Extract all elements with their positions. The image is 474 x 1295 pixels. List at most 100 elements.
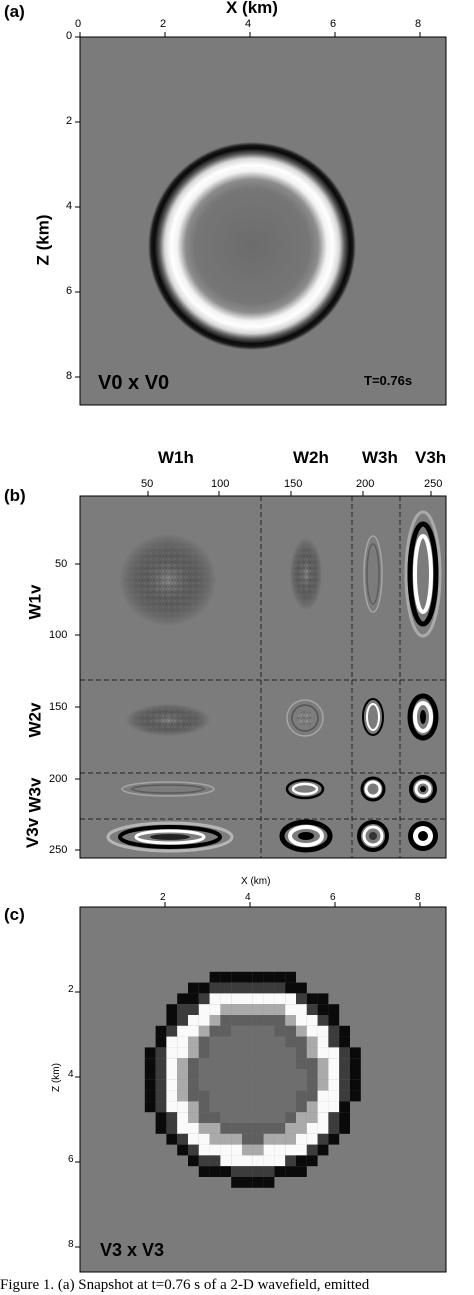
panel-c-pixel <box>209 1133 221 1145</box>
panel-b-x-tick: 150 <box>284 478 303 490</box>
panel-c-pixel <box>317 1025 329 1037</box>
panel-c-pixel <box>252 993 264 1005</box>
panel-b-col-header-v3h: V3h <box>415 448 447 467</box>
panel-c-z-tick: 4 <box>68 1069 74 1080</box>
panel-c-pixel <box>188 1112 199 1123</box>
panel-c-pixel <box>274 993 286 1005</box>
panel-b-col-header-w3h: W3h <box>362 448 398 467</box>
panel-c-pixel <box>155 1025 167 1037</box>
panel-c-pixel <box>296 1101 307 1113</box>
panel-c-pixel <box>306 1101 318 1113</box>
panel-c-pixel <box>177 1123 188 1134</box>
panel-c-pixel <box>198 1025 210 1037</box>
panel-c-pixel <box>306 1155 318 1167</box>
panel-c-pixel <box>231 1166 242 1177</box>
panel-c-pixel <box>285 1079 296 1091</box>
panel-c-pixel <box>231 1090 242 1102</box>
panel-c-pixel <box>209 1047 221 1059</box>
panel-c-pixel <box>296 1069 307 1080</box>
panel-c-pixel <box>263 1004 275 1015</box>
panel-c-pixel <box>274 1101 286 1113</box>
panel-c-pixel <box>155 1047 167 1059</box>
panel-c-pixel <box>209 1036 221 1048</box>
panel-c-pixel <box>166 1090 178 1102</box>
panel-c-pixel <box>296 1015 307 1026</box>
panel-c-pixel <box>209 1112 221 1123</box>
panel-c-pixel <box>166 1069 178 1080</box>
panel-c-pixel <box>263 1025 275 1037</box>
panel-c-pixel <box>220 1123 232 1134</box>
panel-c-pixel <box>231 1155 242 1167</box>
panel-c-pixel <box>166 1112 178 1123</box>
panel-c-pixel <box>242 1090 253 1102</box>
panel-c-pixel <box>166 1058 178 1069</box>
panel-c-pixel <box>328 1123 340 1134</box>
panel-a-x-tick: 6 <box>330 18 337 30</box>
panel-c-pixel <box>339 1025 350 1037</box>
panel-c-pixel <box>306 1123 318 1134</box>
panel-b-col-header-w1h: W1h <box>158 448 194 467</box>
panel-c-pixel <box>231 1069 242 1080</box>
panel-a-z-tick: 6 <box>66 285 73 297</box>
panel-c-pixel <box>317 1123 329 1134</box>
panel-c-pixel <box>209 1090 221 1102</box>
panel-c-pixel <box>274 1166 286 1177</box>
panel-c-pixel <box>274 1090 286 1102</box>
panel-c-pixel <box>263 971 275 983</box>
panel-c-pixel <box>220 1079 232 1091</box>
panel-c-pixel <box>231 1144 242 1156</box>
panel-c-pixel <box>198 1004 210 1015</box>
panel-c-pixel <box>155 1123 167 1134</box>
panel-c-pixel <box>339 1069 350 1080</box>
panel-c-pixel <box>328 1090 340 1102</box>
panel-c-pixel <box>274 1112 286 1123</box>
panel-c-pixel <box>317 1133 329 1145</box>
panel-c-pixel <box>144 1090 156 1102</box>
panel-c-pixel <box>339 1090 350 1102</box>
panel-c-pixel <box>220 1133 232 1145</box>
panel-c-pixel <box>285 1025 296 1037</box>
panel-c-pixel <box>198 1079 210 1091</box>
panel-c-pixel <box>285 1058 296 1069</box>
panel-c-pixel <box>188 982 199 994</box>
panel-c-pixel <box>188 1047 199 1059</box>
panel-c-pixel <box>350 1058 361 1069</box>
panel-c-pixel <box>328 1004 340 1015</box>
panel-c-pixel <box>231 1177 242 1188</box>
panel-c-pixel <box>296 1166 307 1177</box>
panel-c-pixel <box>252 1036 264 1048</box>
panel-c-pixel <box>155 1036 167 1048</box>
panel-c-pixel <box>209 982 221 994</box>
panel-a-wavefront-ring <box>148 142 356 350</box>
panel-c-pixel <box>220 1047 232 1059</box>
panel-c-pixel <box>144 1101 156 1113</box>
panel-c-pixel <box>166 1101 178 1113</box>
panel-b-y-tick: 250 <box>49 844 68 856</box>
panel-c-pixel <box>252 1069 264 1080</box>
panel-c-pixel <box>177 993 188 1005</box>
panel-c-pixel <box>252 1004 264 1015</box>
panel-c-pixel <box>231 1112 242 1123</box>
panel-c-pixel <box>177 1133 188 1145</box>
panel-c-pixel <box>209 1123 221 1134</box>
panel-c-pixel <box>263 1123 275 1134</box>
panel-c-pixel <box>328 1133 340 1145</box>
panel-c-pixel <box>263 1015 275 1026</box>
panel-c-x-tick: 4 <box>245 892 251 903</box>
panel-c-pixel <box>263 1058 275 1069</box>
figure-caption: Figure 1. (a) Snapshot at t=0.76 s of a … <box>0 1277 370 1293</box>
panel-c-pixel <box>252 982 264 994</box>
panel-c-pixel <box>274 1144 286 1156</box>
panel-c-x-tick: 8 <box>415 892 421 903</box>
panel-c-pixel <box>188 1155 199 1167</box>
panel-c-pixel <box>209 1025 221 1037</box>
panel-c-pixel <box>317 1004 329 1015</box>
panel-c-pixel <box>285 1155 296 1167</box>
panel-c-pixel <box>252 1155 264 1167</box>
panel-c-pixel <box>339 1123 350 1134</box>
panel-c-pixel <box>274 1004 286 1015</box>
panel-c-pixel <box>252 1166 264 1177</box>
panel-c-pixel <box>209 1069 221 1080</box>
panel-c-pixel <box>285 1069 296 1080</box>
panel-c-pixel <box>144 1058 156 1069</box>
